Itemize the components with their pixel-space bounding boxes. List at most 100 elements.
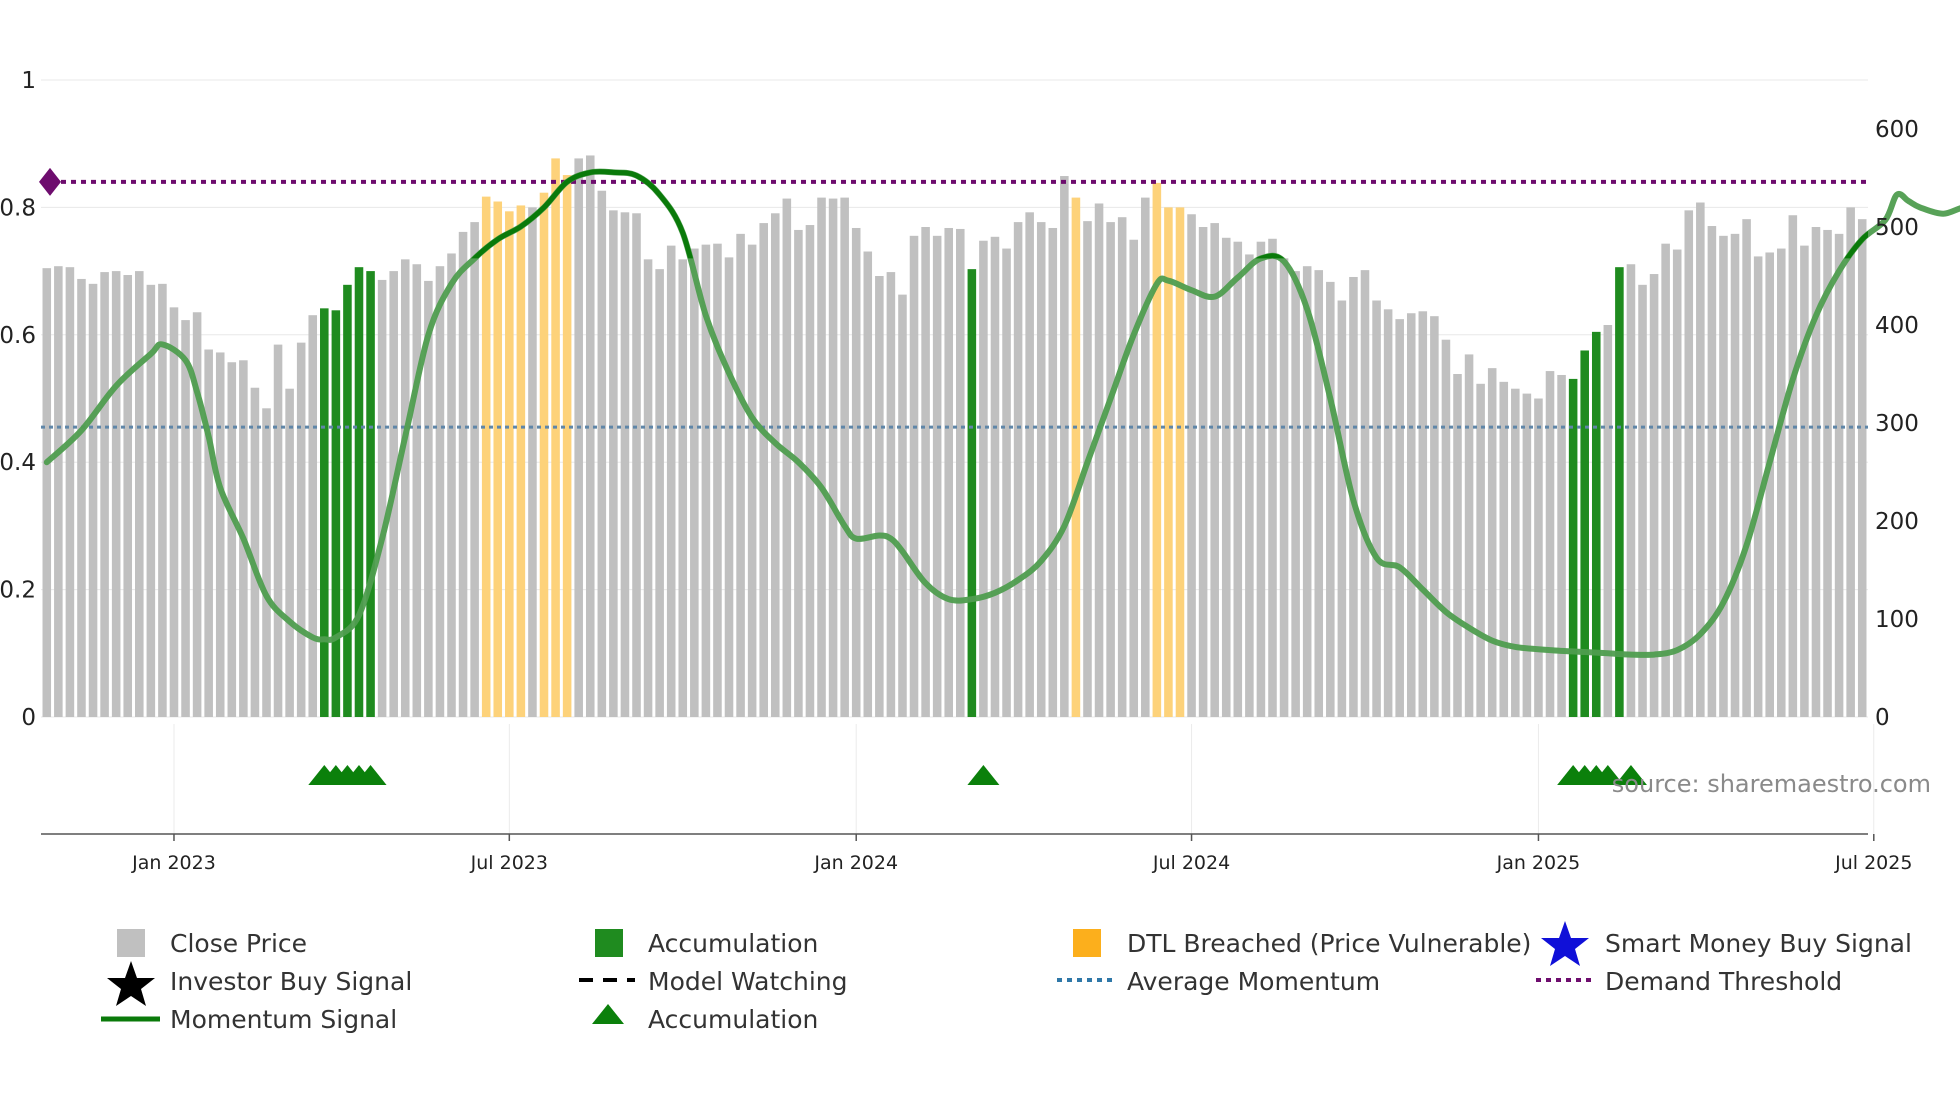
y-right-tick-0: 0 bbox=[1875, 705, 1890, 731]
bar-69 bbox=[840, 197, 849, 718]
bar-111 bbox=[1326, 281, 1335, 717]
bar-146 bbox=[1730, 233, 1740, 718]
bar-28 bbox=[366, 271, 375, 717]
bar-102 bbox=[1221, 237, 1231, 717]
bar-72 bbox=[875, 276, 884, 717]
bar-99 bbox=[1187, 214, 1196, 717]
x-tick-label-4: Jan 2025 bbox=[1496, 852, 1581, 874]
bar-36 bbox=[458, 231, 468, 717]
bar-2 bbox=[65, 267, 75, 717]
x-tick-label-5: Jul 2025 bbox=[1834, 852, 1912, 874]
y-left-tick-5: 1 bbox=[21, 68, 36, 94]
y-right-tick-2: 200 bbox=[1875, 509, 1919, 535]
demand-threshold-marker bbox=[39, 167, 61, 196]
bar-139 bbox=[1649, 274, 1659, 717]
bar-60 bbox=[736, 233, 745, 718]
bar-153 bbox=[1811, 227, 1821, 717]
bar-131 bbox=[1557, 374, 1566, 717]
bar-121 bbox=[1441, 339, 1451, 717]
bar-43 bbox=[539, 192, 549, 717]
x-axis: Jan 2023 Jul 2023 Jan 2024 Jul 2024 Jan 2025… bbox=[41, 833, 1912, 874]
bar-53 bbox=[655, 269, 664, 717]
legend-swatch-accumulation bbox=[595, 929, 623, 957]
bar-34 bbox=[435, 266, 445, 717]
bar-136 bbox=[1615, 267, 1624, 717]
bar-44 bbox=[551, 158, 560, 717]
bar-29 bbox=[377, 279, 387, 717]
legend-star-black-icon bbox=[107, 961, 155, 1006]
bar-33 bbox=[424, 280, 433, 717]
bar-50 bbox=[620, 212, 630, 718]
bar-134 bbox=[1591, 331, 1601, 717]
bar-4 bbox=[88, 283, 98, 717]
momentum-signal-path bbox=[43, 168, 1960, 658]
bar-112 bbox=[1337, 300, 1347, 717]
bar-18 bbox=[250, 387, 260, 717]
bar-138 bbox=[1638, 284, 1647, 717]
bar-151 bbox=[1788, 215, 1798, 718]
bar-125 bbox=[1487, 368, 1497, 717]
bar-94 bbox=[1129, 239, 1139, 718]
bar-15 bbox=[215, 352, 225, 717]
accumulation-triangle-icon bbox=[967, 765, 1000, 785]
bar-62 bbox=[759, 223, 768, 717]
x-tick-label-1: Jul 2023 bbox=[470, 852, 548, 874]
bar-81 bbox=[979, 240, 988, 717]
bar-51 bbox=[632, 213, 641, 717]
bar-12 bbox=[181, 320, 190, 717]
bar-89 bbox=[1071, 197, 1081, 718]
bar-149 bbox=[1765, 252, 1774, 718]
bar-127 bbox=[1511, 388, 1520, 717]
y-right-tick-3: 300 bbox=[1875, 411, 1919, 437]
bar-115 bbox=[1372, 300, 1381, 717]
bar-76 bbox=[921, 227, 930, 717]
bar-133 bbox=[1580, 350, 1589, 717]
bar-9 bbox=[146, 284, 156, 717]
demand-threshold-diamond-icon bbox=[39, 167, 61, 196]
right-y-axis: 0 100 200 300 400 500 600 bbox=[1875, 117, 1919, 731]
bar-22 bbox=[296, 342, 306, 717]
bar-16 bbox=[227, 362, 237, 717]
accumulation-triangle-icon bbox=[354, 765, 387, 785]
legend: Close Price Investor Buy Signal Momentum… bbox=[101, 921, 1912, 1034]
bar-24 bbox=[320, 308, 329, 717]
legend-swatch-close-price bbox=[117, 929, 145, 957]
bar-75 bbox=[909, 235, 919, 717]
y-right-tick-5: 500 bbox=[1875, 215, 1919, 241]
bar-38 bbox=[481, 196, 491, 717]
bar-85 bbox=[1025, 212, 1034, 718]
y-left-tick-0: 0 bbox=[21, 705, 36, 731]
bar-141 bbox=[1672, 249, 1682, 718]
bar-56 bbox=[690, 248, 699, 717]
y-left-tick-1: 0.2 bbox=[0, 578, 36, 604]
bar-135 bbox=[1603, 325, 1613, 717]
bar-106 bbox=[1268, 238, 1277, 717]
bar-25 bbox=[331, 310, 341, 717]
legend-label-average-momentum: Average Momentum bbox=[1127, 967, 1380, 996]
bar-23 bbox=[308, 315, 318, 717]
bar-79 bbox=[956, 228, 965, 717]
bar-48 bbox=[597, 190, 607, 718]
bar-49 bbox=[609, 210, 618, 717]
bar-157 bbox=[1857, 219, 1867, 717]
bar-0 bbox=[42, 268, 52, 717]
bar-13 bbox=[192, 312, 202, 717]
bar-101 bbox=[1210, 223, 1219, 717]
bar-148 bbox=[1753, 256, 1763, 717]
bar-96 bbox=[1152, 182, 1162, 717]
bar-88 bbox=[1060, 176, 1069, 718]
bar-21 bbox=[285, 388, 294, 717]
bar-137 bbox=[1626, 264, 1636, 717]
legend-label-accumulation-marker: Accumulation bbox=[648, 1005, 818, 1034]
bar-68 bbox=[828, 198, 838, 717]
accumulation-triangle-icon bbox=[1614, 765, 1647, 785]
legend-label-investor-buy: Investor Buy Signal bbox=[170, 967, 412, 996]
bar-8 bbox=[135, 271, 144, 717]
bar-110 bbox=[1314, 270, 1324, 717]
legend-label-accumulation: Accumulation bbox=[648, 929, 818, 958]
legend-label-momentum-signal: Momentum Signal bbox=[170, 1005, 397, 1034]
bar-32 bbox=[412, 264, 422, 717]
bar-130 bbox=[1545, 371, 1555, 717]
left-y-axis: 0 0.2 0.4 0.6 0.8 1 bbox=[0, 68, 36, 731]
bar-100 bbox=[1198, 227, 1208, 717]
